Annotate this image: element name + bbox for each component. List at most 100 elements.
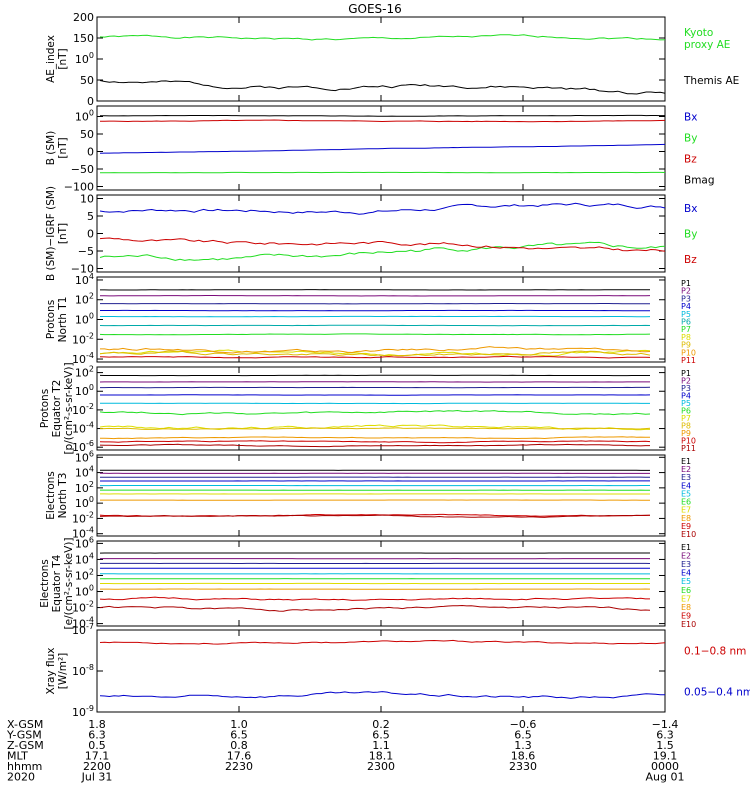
series-line-p11 [99, 355, 651, 359]
legend-e2: E2 [681, 465, 691, 474]
series-line-p7 [99, 333, 651, 336]
panel-ae: 0 50 100 150 200 AE_index[nT] Kyoto proxy AE The… [45, 11, 739, 108]
legend-e9: E9 [681, 611, 691, 620]
x-axis-value: 2300 [367, 760, 395, 773]
panel-frame [96, 105, 666, 191]
legend-p4: P4 [681, 302, 691, 311]
y-tick-label: 10 [80, 193, 94, 206]
x-axis-value: Aug 01 [646, 771, 685, 784]
y-tick-label: 10-2 [72, 331, 94, 346]
series-line-kyoto-proxy-ae [99, 34, 666, 41]
y-tick-label: 50 [80, 128, 94, 141]
x-axis-row-label: 2020 [7, 771, 35, 784]
legend-p10: P10 [681, 348, 696, 357]
y-tick-label: 100 [75, 51, 94, 66]
legend-e4: E4 [681, 569, 691, 578]
legend-by: By [684, 229, 697, 241]
x-axis-row-label: Y-GSM [6, 729, 42, 742]
y-tick-label: 5 [87, 210, 94, 223]
series-line-0-1-0-8-nm [99, 639, 666, 645]
y-tick-label: −5 [78, 245, 94, 258]
y-tick-label: 10-4 [72, 421, 94, 436]
legend-e6: E6 [681, 586, 691, 595]
y-axis-label: ElectronsEquator T4[e/(cm²-s-sr-keV)] [39, 538, 75, 630]
x-axis-value: 17.6 [227, 750, 252, 763]
series-line-themis-ae [99, 80, 666, 95]
series-line-p10 [99, 440, 651, 444]
y-tick-label: 100 [75, 383, 94, 398]
legend-p2: P2 [681, 377, 691, 386]
x-axis-value: 1.5 [656, 739, 674, 752]
legend-p8: P8 [681, 333, 691, 342]
y-tick-label: 10-2 [72, 402, 94, 417]
y-tick-label: 10-2 [72, 600, 94, 615]
legend-e4: E4 [681, 481, 691, 490]
x-axis-row-label: X-GSM [7, 718, 43, 731]
y-tick-label: 10-8 [72, 663, 94, 678]
y-tick-label: 0 [87, 228, 94, 241]
y-axis-label: B (SM)−IGRF (SM)[nT] [45, 186, 69, 281]
y-tick-label: 106 [75, 449, 94, 464]
y-tick-label: 150 [73, 32, 94, 45]
y-axis-label: ElectronsNorth T3 [45, 471, 69, 520]
x-axis-value: 1.8 [88, 718, 106, 731]
series-line-bx [99, 143, 666, 154]
x-axis-value: 2330 [509, 760, 537, 773]
series-line-e10 [99, 604, 651, 612]
x-axis-value: 6.5 [514, 729, 532, 742]
legend-bx: Bx [684, 203, 697, 215]
series-line-p8 [99, 349, 651, 357]
legend-e5: E5 [681, 577, 691, 586]
x-axis-value: 18.1 [369, 750, 394, 763]
x-axis-value: 2200 [83, 760, 111, 773]
legend-0-1-0-8-nm: 0.1−0.8 nm [684, 646, 746, 658]
y-tick-label: 100 [75, 109, 94, 124]
x-axis-value: 1.1 [372, 739, 390, 752]
panel-bsm: −100 −50 0 50 100 B (SM)[nT] Bx By Bz Bmag [45, 105, 715, 194]
x-axis-row-label: MLT [7, 750, 28, 763]
panel-frame [96, 194, 666, 273]
legend-p1: P1 [681, 369, 691, 378]
x-axis-value: 19.1 [653, 750, 678, 763]
legend-e8: E8 [681, 514, 691, 523]
y-tick-label: 0 [87, 95, 94, 108]
legend-p4: P4 [681, 392, 691, 401]
series-line-p8 [100, 427, 651, 430]
legend-e7: E7 [681, 594, 691, 603]
legend-0-05-0-4-nm: 0.05−0.4 nm [684, 687, 750, 699]
series-line-p11 [99, 443, 650, 448]
legend-p5: P5 [681, 310, 691, 319]
y-axis-label: AE_index[nT] [45, 35, 69, 83]
y-tick-label: 100 [75, 312, 94, 327]
panel-frame [96, 629, 666, 713]
y-tick-label: 50 [80, 74, 94, 87]
legend-bx: Bx [684, 112, 697, 124]
series-line-p2 [100, 295, 651, 297]
legend-p3: P3 [681, 294, 691, 303]
x-axis-row-label: Z-GSM [7, 739, 44, 752]
series-line-p9 [99, 350, 651, 357]
y-tick-label: −10 [71, 263, 94, 276]
y-axis-label: Xray flux[W/m²] [45, 648, 69, 695]
series-line-bz [100, 119, 666, 123]
legend-p7: P7 [681, 414, 691, 423]
y-tick-label: 200 [73, 11, 94, 24]
y-axis-label: B (SM)[nT] [45, 131, 69, 165]
legend-bz: Bz [684, 154, 697, 166]
legend-by: By [684, 133, 697, 145]
x-axis-value: 6.5 [230, 729, 248, 742]
x-axis-value: 6.5 [372, 729, 390, 742]
legend-e8: E8 [681, 603, 691, 612]
panel-frame [96, 454, 666, 537]
y-tick-label: 104 [75, 551, 94, 566]
series-line-e10 [99, 514, 651, 518]
y-axis-label: ProtonsEquator T2[p/(cm²-s-sr-keV)] [39, 362, 75, 454]
y-tick-label: 0 [87, 146, 94, 159]
series-line-p10 [100, 346, 651, 354]
y-tick-label: 104 [75, 272, 94, 287]
